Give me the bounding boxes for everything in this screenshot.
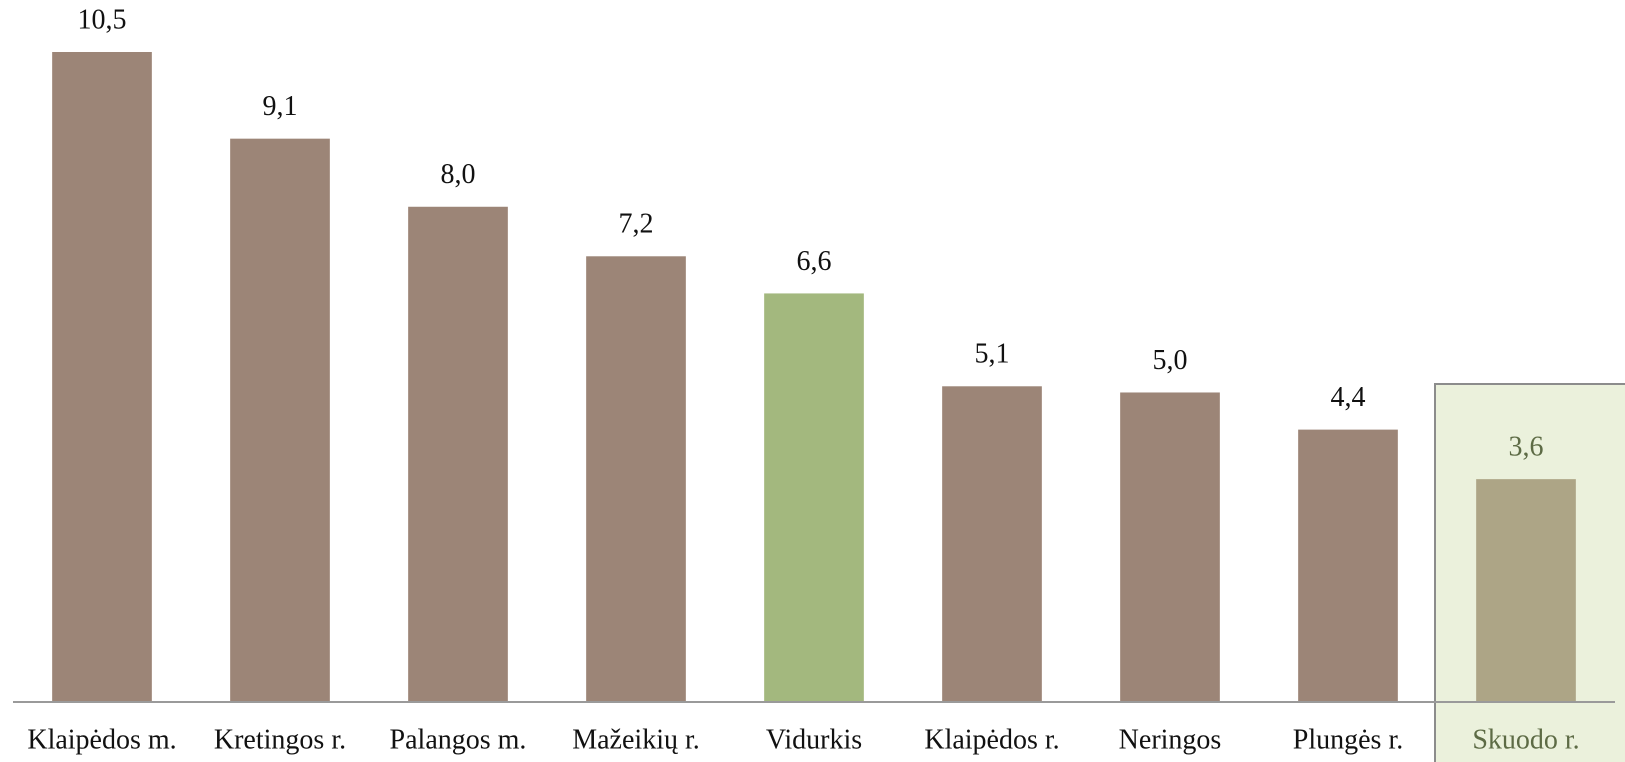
- x-tick-label: Skuodo r.: [1472, 724, 1579, 755]
- bar: [408, 206, 508, 702]
- value-label: 5,1: [975, 339, 1010, 370]
- bar: [1476, 479, 1576, 702]
- value-label: 7,2: [619, 209, 654, 240]
- value-label: 5,0: [1153, 345, 1188, 376]
- bar: [942, 386, 1042, 702]
- bar: [230, 138, 330, 702]
- value-label: 10,5: [78, 4, 127, 35]
- value-label: 3,6: [1509, 432, 1544, 463]
- x-tick-label: Palangos m.: [390, 724, 527, 755]
- x-tick-label: Plungės r.: [1293, 724, 1403, 755]
- bar: [1298, 429, 1398, 702]
- x-tick-label: Kretingos r.: [214, 724, 346, 755]
- x-tick-label: Mažeikių r.: [572, 724, 700, 755]
- value-label: 6,6: [797, 246, 832, 277]
- value-label: 9,1: [263, 91, 298, 122]
- x-tick-label: Klaipėdos r.: [924, 724, 1059, 755]
- bar: [52, 52, 152, 702]
- x-tick-label: Klaipėdos m.: [27, 724, 176, 755]
- value-label: 4,4: [1331, 382, 1366, 413]
- bar: [764, 293, 864, 702]
- x-tick-label: Neringos: [1119, 724, 1222, 755]
- bar: [586, 256, 686, 702]
- value-label: 8,0: [441, 159, 476, 190]
- x-tick-label: Vidurkis: [766, 724, 862, 755]
- bar: [1120, 392, 1220, 702]
